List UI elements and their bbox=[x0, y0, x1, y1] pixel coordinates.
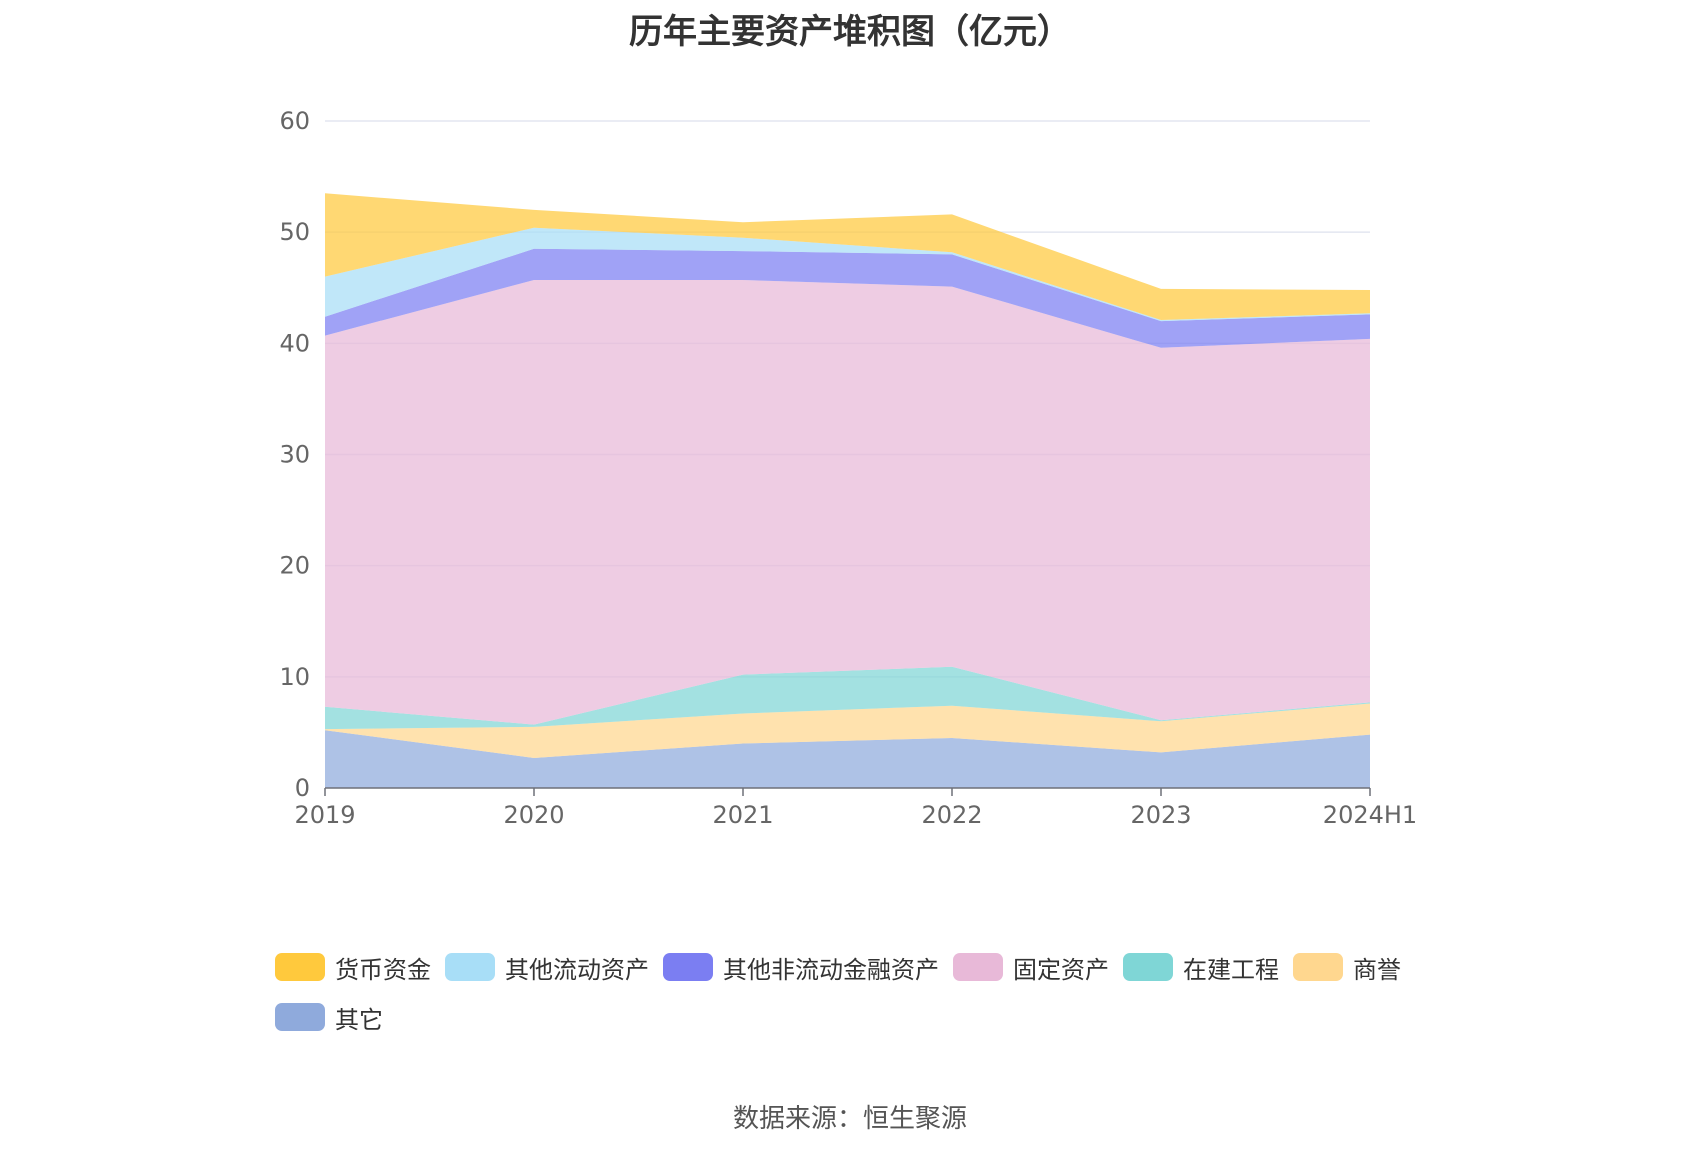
legend-item[interactable]: 固定资产 bbox=[953, 950, 1109, 984]
legend-label: 固定资产 bbox=[1013, 955, 1109, 984]
legend-item[interactable]: 在建工程 bbox=[1123, 950, 1279, 984]
legend-swatch bbox=[445, 953, 495, 981]
legend-swatch bbox=[953, 953, 1003, 981]
area-series-3[interactable] bbox=[325, 280, 1370, 725]
area-series-1[interactable] bbox=[325, 703, 1370, 759]
x-tick-label: 2023 bbox=[1130, 801, 1191, 829]
legend-swatch bbox=[275, 1003, 325, 1031]
legend: 货币资金 其他流动资产 其他非流动金融资产 固定资产 在建工程 商誉其它 bbox=[275, 950, 1495, 1050]
legend-label: 商誉 bbox=[1353, 955, 1401, 984]
stacked-area-chart: 0 10 20 30 40 50 60 2019 2020 2021 2022 2023 2024H1 bbox=[279, 107, 1417, 829]
area-series-0[interactable] bbox=[325, 730, 1370, 788]
area-layer bbox=[325, 193, 1370, 788]
legend-item[interactable]: 其它 bbox=[275, 1000, 383, 1034]
legend-label: 在建工程 bbox=[1183, 955, 1279, 984]
legend-label: 其他流动资产 bbox=[505, 955, 649, 984]
area-series-6[interactable] bbox=[325, 193, 1370, 320]
y-tick-label: 40 bbox=[279, 329, 310, 357]
y-tick-label: 30 bbox=[279, 441, 310, 469]
y-tick-label: 0 bbox=[295, 774, 310, 802]
legend-swatch bbox=[1293, 953, 1343, 981]
chart-title: 历年主要资产堆积图（亿元） bbox=[629, 12, 1071, 52]
y-tick-label: 20 bbox=[279, 552, 310, 580]
axis-layer: 0 10 20 30 40 50 60 2019 2020 2021 2022 2023 2024H1 bbox=[279, 107, 1417, 829]
legend-swatch bbox=[1123, 953, 1173, 981]
legend-swatch bbox=[663, 953, 713, 981]
x-tick-label: 2019 bbox=[294, 801, 355, 829]
legend-item[interactable]: 其他非流动金融资产 bbox=[663, 950, 939, 984]
x-tick-label: 2020 bbox=[503, 801, 564, 829]
source-note: 数据来源：恒生聚源 bbox=[732, 1104, 967, 1134]
legend-label: 货币资金 bbox=[335, 955, 431, 984]
legend-item[interactable]: 货币资金 bbox=[275, 950, 431, 984]
x-tick-label: 2022 bbox=[921, 801, 982, 829]
area-series-4[interactable] bbox=[325, 248, 1370, 348]
x-tick-label: 2024H1 bbox=[1323, 801, 1417, 829]
legend-item[interactable]: 其他流动资产 bbox=[445, 950, 649, 984]
legend-item[interactable]: 商誉 bbox=[1293, 950, 1401, 984]
y-tick-label: 10 bbox=[279, 663, 310, 691]
legend-swatch bbox=[275, 953, 325, 981]
legend-label: 其它 bbox=[335, 1005, 383, 1034]
y-tick-label: 60 bbox=[279, 107, 310, 135]
y-tick-label: 50 bbox=[279, 218, 310, 246]
legend-label: 其他非流动金融资产 bbox=[723, 955, 939, 984]
x-tick-label: 2021 bbox=[712, 801, 773, 829]
area-series-2[interactable] bbox=[325, 666, 1370, 730]
area-series-5[interactable] bbox=[325, 227, 1370, 322]
